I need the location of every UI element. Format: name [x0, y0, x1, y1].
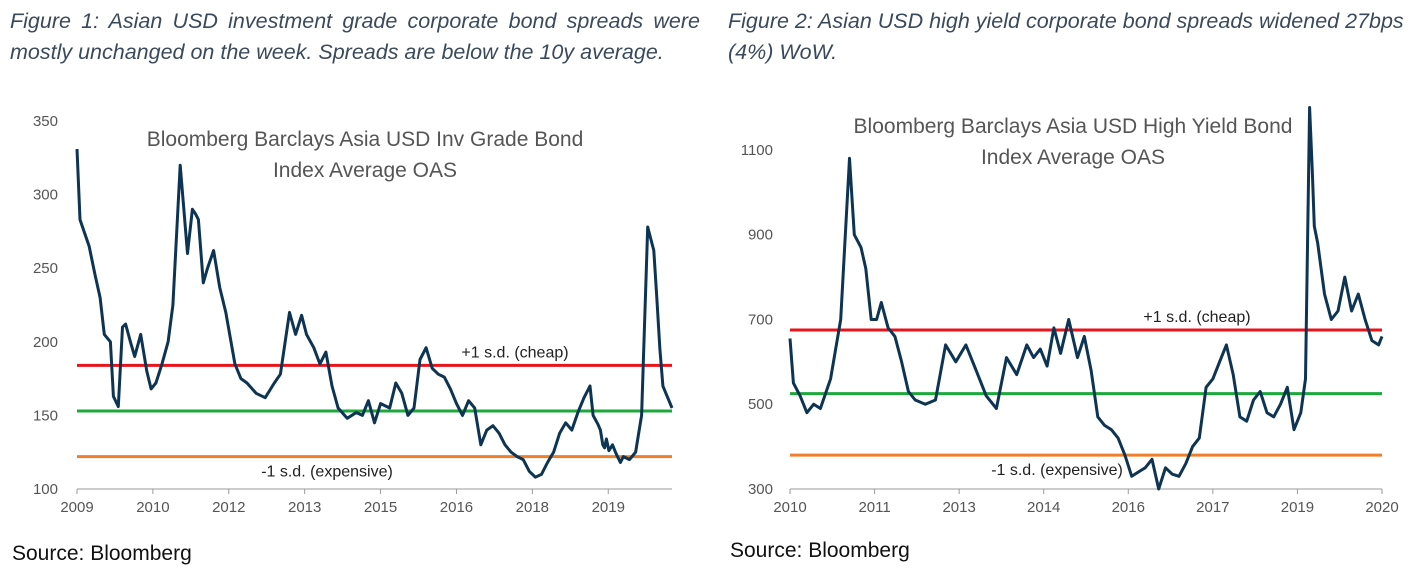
cheap-label: +1 s.d. (cheap)	[1143, 309, 1250, 326]
y-tick-label: 150	[33, 407, 58, 424]
y-tick-label: 350	[33, 113, 58, 130]
chart-title-line: Index Average OAS	[273, 159, 457, 182]
x-tick-label: 2017	[1196, 499, 1229, 516]
source-note: Source: Bloomberg	[12, 542, 192, 565]
y-tick-label: 500	[748, 396, 773, 413]
x-tick-label: 2010	[136, 499, 169, 516]
x-tick-label: 2016	[440, 499, 473, 516]
y-tick-label: 300	[33, 187, 58, 204]
hy-spread-chart: Bloomberg Barclays Asia USD High Yield B…	[741, 106, 1399, 516]
expensive-label: -1 s.d. (expensive)	[261, 464, 393, 481]
y-tick-label: 300	[748, 481, 773, 498]
cheap-label: +1 s.d. (cheap)	[461, 344, 568, 361]
x-tick-label: 2014	[1027, 499, 1060, 516]
x-tick-label: 2011	[858, 499, 890, 516]
oas-series-line	[788, 106, 1384, 491]
figure-2-panel: Figure 2: Asian USD high yield corporate…	[718, 0, 1419, 580]
y-tick-label: 700	[748, 311, 773, 328]
ig-spread-chart: Bloomberg Barclays Asia USD Inv Grade Bo…	[33, 113, 674, 516]
x-tick-label: 2020	[1365, 499, 1398, 516]
oas-series-line	[75, 148, 674, 479]
y-tick-label: 200	[33, 334, 58, 351]
x-tick-label: 2019	[592, 499, 625, 516]
y-tick-label: 1100	[741, 142, 773, 159]
chart-title-line: Index Average OAS	[981, 146, 1165, 169]
y-tick-label: 250	[33, 260, 58, 277]
figure-caption: Figure 2: Asian USD high yield corporate…	[728, 9, 1404, 64]
figure-caption: Figure 1: Asian USD investment grade cor…	[10, 9, 700, 64]
figure-1-panel: Figure 1: Asian USD investment grade cor…	[10, 9, 700, 565]
x-tick-label: 2019	[1281, 499, 1314, 516]
y-tick-label: 100	[33, 481, 58, 498]
x-tick-label: 2018	[516, 499, 549, 516]
x-tick-label: 2016	[1112, 499, 1145, 516]
source-note: Source: Bloomberg	[730, 539, 910, 562]
x-tick-label: 2013	[288, 499, 321, 516]
x-tick-label: 2010	[773, 499, 806, 516]
x-tick-label: 2015	[364, 499, 397, 516]
x-tick-label: 2012	[212, 499, 245, 516]
chart-title-line: Bloomberg Barclays Asia USD High Yield B…	[854, 115, 1293, 138]
expensive-label: -1 s.d. (expensive)	[991, 462, 1123, 479]
y-tick-label: 900	[748, 227, 773, 244]
x-tick-label: 2013	[942, 499, 975, 516]
chart-title-line: Bloomberg Barclays Asia USD Inv Grade Bo…	[147, 128, 584, 151]
x-tick-label: 2009	[60, 499, 93, 516]
